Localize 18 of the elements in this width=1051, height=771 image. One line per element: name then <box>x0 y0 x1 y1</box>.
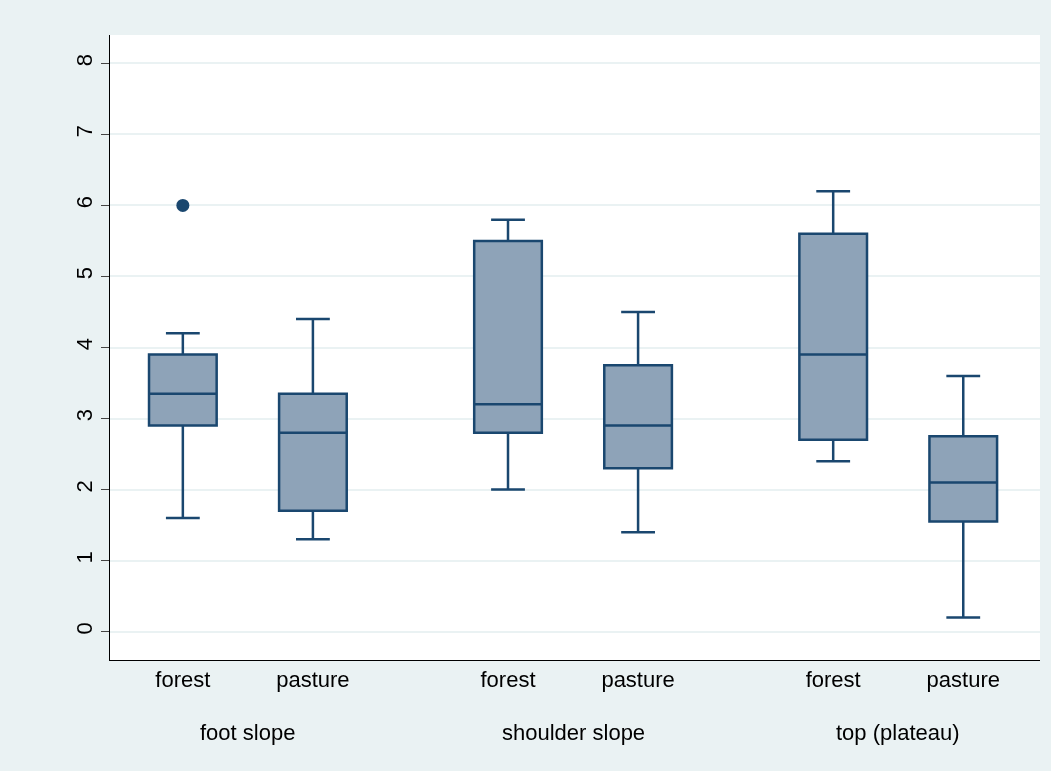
y-tick-label: 0 <box>72 622 98 635</box>
x-tick-label: pasture <box>926 667 1000 693</box>
text: top (plateau) <box>836 720 960 745</box>
y-tick-label: 8 <box>72 53 98 67</box>
x-tick-label: forest <box>155 667 211 693</box>
x-tick-label: pasture <box>601 667 675 693</box>
y-tick-label: 5 <box>72 267 98 280</box>
y-tick-label: 7 <box>72 125 98 138</box>
y-tick-label: 1 <box>72 551 98 564</box>
text: shoulder slope <box>502 720 646 745</box>
text: foot slope <box>200 720 296 745</box>
y-tick-label: 4 <box>72 338 98 351</box>
x-tick-label: forest <box>480 667 536 693</box>
y-tick-label: 2 <box>72 480 98 493</box>
x-tick-label: forest <box>805 667 861 693</box>
y-tick-label: 3 <box>72 409 98 422</box>
x-tick-label: pasture <box>276 667 350 693</box>
y-tick-label: 6 <box>72 196 98 209</box>
